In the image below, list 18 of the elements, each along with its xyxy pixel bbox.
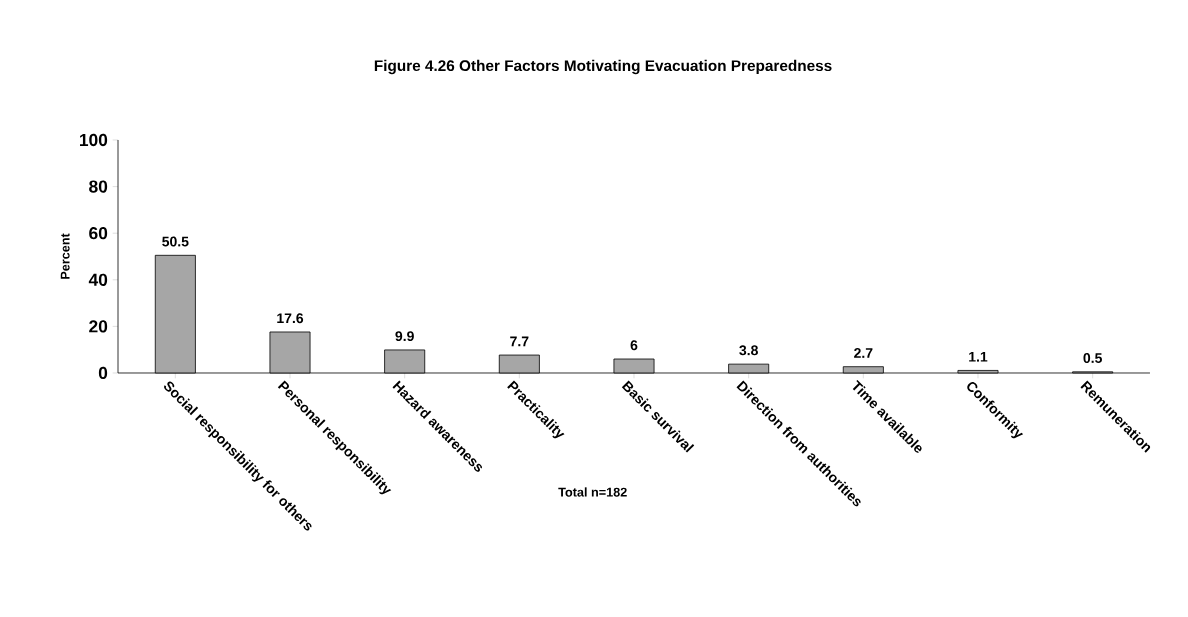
data-label: 0.5 bbox=[1083, 353, 1102, 363]
data-label: 17.6 bbox=[277, 313, 304, 324]
y-tick-label: 0 bbox=[98, 366, 108, 380]
data-label: 7.7 bbox=[510, 336, 529, 347]
data-label: 3.8 bbox=[739, 345, 758, 356]
data-label: 1.1 bbox=[969, 351, 988, 362]
chart-title: Figure 4.26 Other Factors Motivating Evacuation Preparedness bbox=[374, 59, 832, 75]
y-axis-title: Percent bbox=[60, 233, 70, 279]
data-label: 9.9 bbox=[395, 331, 414, 342]
data-label: 6 bbox=[630, 340, 638, 351]
y-tick-label: 80 bbox=[89, 180, 108, 193]
y-tick-label: 100 bbox=[80, 133, 108, 147]
y-tick-label: 60 bbox=[89, 227, 108, 240]
y-tick-label: 20 bbox=[89, 320, 108, 333]
x-axis-title: Total n=182 bbox=[558, 487, 627, 497]
y-tick-label: 40 bbox=[88, 273, 108, 286]
data-label: 2.7 bbox=[854, 348, 873, 358]
data-label: 50.5 bbox=[162, 236, 189, 247]
